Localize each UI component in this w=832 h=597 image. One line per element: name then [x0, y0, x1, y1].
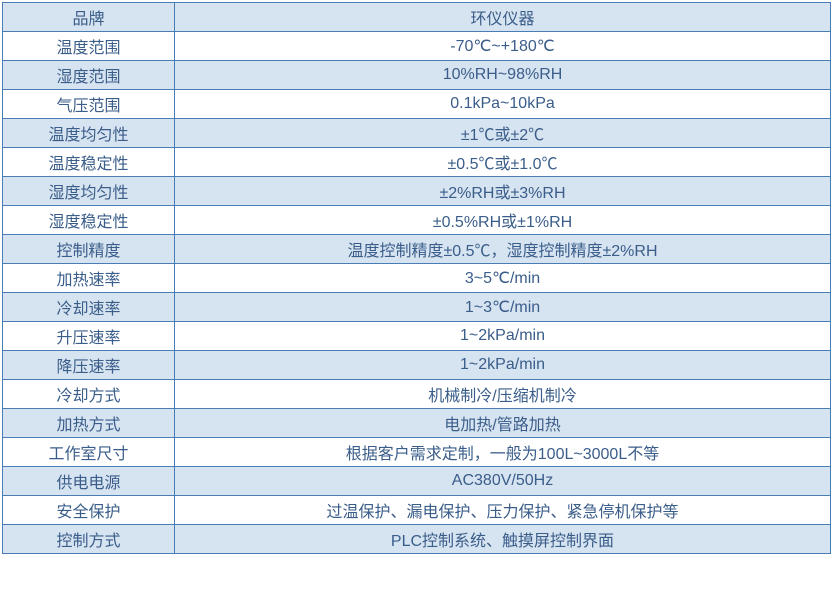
spec-label: 工作室尺寸 [3, 438, 175, 467]
spec-label: 湿度范围 [3, 61, 175, 90]
table-row: 气压范围 0.1kPa~10kPa [3, 90, 831, 119]
spec-value: PLC控制系统、触摸屏控制界面 [175, 525, 831, 554]
table-row: 升压速率 1~2kPa/min [3, 322, 831, 351]
spec-label: 控制方式 [3, 525, 175, 554]
table-row: 降压速率 1~2kPa/min [3, 351, 831, 380]
spec-label: 品牌 [3, 3, 175, 32]
table-row: 温度均匀性 ±1℃或±2℃ [3, 119, 831, 148]
spec-label: 供电电源 [3, 467, 175, 496]
spec-value: AC380V/50Hz [175, 467, 831, 496]
spec-value: 电加热/管路加热 [175, 409, 831, 438]
spec-value: 根据客户需求定制，一般为100L~3000L不等 [175, 438, 831, 467]
spec-table-body: 品牌 环仪仪器 温度范围 -70℃~+180℃ 湿度范围 10%RH~98%RH… [3, 3, 831, 554]
spec-label: 冷却速率 [3, 293, 175, 322]
spec-value: 1~2kPa/min [175, 322, 831, 351]
spec-value: 温度控制精度±0.5℃，湿度控制精度±2%RH [175, 235, 831, 264]
table-row: 冷却方式 机械制冷/压缩机制冷 [3, 380, 831, 409]
table-row: 加热速率 3~5℃/min [3, 264, 831, 293]
table-row: 加热方式 电加热/管路加热 [3, 409, 831, 438]
spec-value: 过温保护、漏电保护、压力保护、紧急停机保护等 [175, 496, 831, 525]
spec-label: 温度均匀性 [3, 119, 175, 148]
spec-value: ±1℃或±2℃ [175, 119, 831, 148]
spec-label: 湿度稳定性 [3, 206, 175, 235]
spec-label: 升压速率 [3, 322, 175, 351]
spec-value: 3~5℃/min [175, 264, 831, 293]
spec-value: -70℃~+180℃ [175, 32, 831, 61]
spec-label: 温度范围 [3, 32, 175, 61]
spec-value: 机械制冷/压缩机制冷 [175, 380, 831, 409]
spec-value: 1~3℃/min [175, 293, 831, 322]
spec-value: ±0.5%RH或±1%RH [175, 206, 831, 235]
table-row: 湿度稳定性 ±0.5%RH或±1%RH [3, 206, 831, 235]
spec-label: 湿度均匀性 [3, 177, 175, 206]
spec-value: 0.1kPa~10kPa [175, 90, 831, 119]
spec-label: 加热速率 [3, 264, 175, 293]
spec-label: 控制精度 [3, 235, 175, 264]
table-row: 温度范围 -70℃~+180℃ [3, 32, 831, 61]
spec-label: 冷却方式 [3, 380, 175, 409]
table-row: 湿度均匀性 ±2%RH或±3%RH [3, 177, 831, 206]
spec-label: 加热方式 [3, 409, 175, 438]
table-row: 工作室尺寸 根据客户需求定制，一般为100L~3000L不等 [3, 438, 831, 467]
spec-value: ±0.5℃或±1.0℃ [175, 148, 831, 177]
spec-table: 品牌 环仪仪器 温度范围 -70℃~+180℃ 湿度范围 10%RH~98%RH… [2, 2, 831, 554]
table-row: 安全保护 过温保护、漏电保护、压力保护、紧急停机保护等 [3, 496, 831, 525]
spec-label: 气压范围 [3, 90, 175, 119]
spec-label: 温度稳定性 [3, 148, 175, 177]
table-row: 温度稳定性 ±0.5℃或±1.0℃ [3, 148, 831, 177]
spec-label: 安全保护 [3, 496, 175, 525]
spec-value: 环仪仪器 [175, 3, 831, 32]
table-row: 湿度范围 10%RH~98%RH [3, 61, 831, 90]
spec-value: 1~2kPa/min [175, 351, 831, 380]
table-row: 控制精度 温度控制精度±0.5℃，湿度控制精度±2%RH [3, 235, 831, 264]
table-row: 品牌 环仪仪器 [3, 3, 831, 32]
table-row: 冷却速率 1~3℃/min [3, 293, 831, 322]
spec-value: ±2%RH或±3%RH [175, 177, 831, 206]
table-row: 供电电源 AC380V/50Hz [3, 467, 831, 496]
spec-value: 10%RH~98%RH [175, 61, 831, 90]
spec-label: 降压速率 [3, 351, 175, 380]
table-row: 控制方式 PLC控制系统、触摸屏控制界面 [3, 525, 831, 554]
